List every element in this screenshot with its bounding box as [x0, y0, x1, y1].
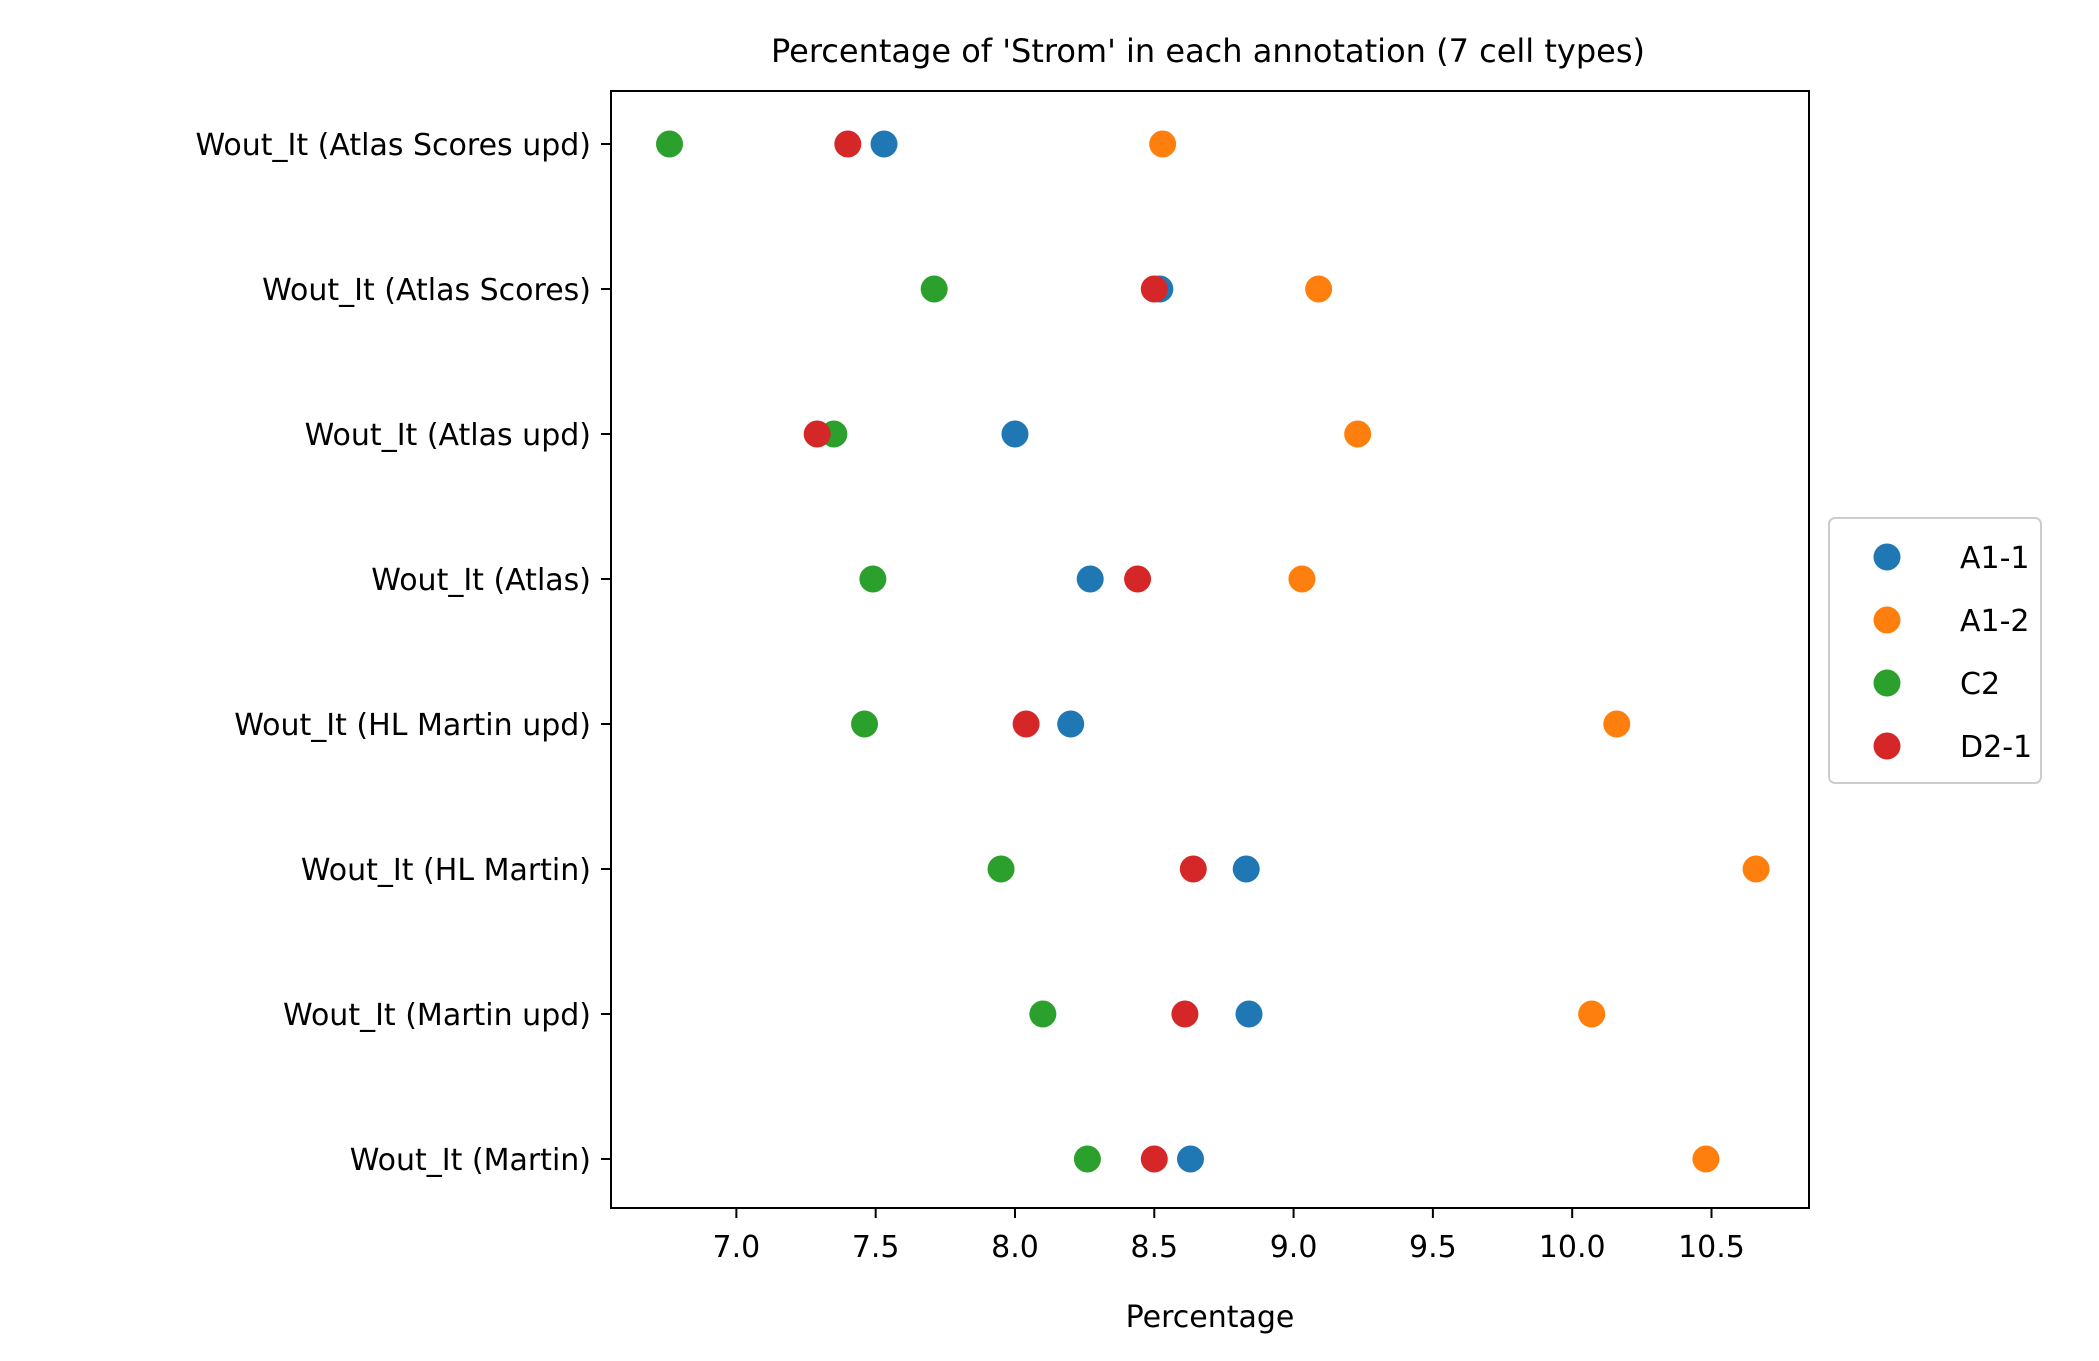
y-tick-label: Wout_It (HL Martin upd)	[234, 708, 591, 743]
data-point	[803, 420, 831, 448]
data-point	[1288, 565, 1316, 593]
data-point	[851, 710, 879, 738]
y-axis: Wout_It (Atlas Scores upd) Wout_It (Atlas…	[195, 128, 611, 1178]
data-point	[1232, 855, 1260, 883]
data-point	[1029, 1000, 1057, 1028]
data-point	[834, 130, 862, 158]
y-tick-label: Wout_It (Atlas Scores)	[262, 273, 591, 308]
data-point	[1344, 420, 1372, 448]
data-point	[1692, 1145, 1720, 1173]
legend-marker	[1873, 543, 1901, 571]
data-point	[1140, 1145, 1168, 1173]
plot-frame	[610, 90, 1810, 1209]
chart-title: Percentage of 'Strom' in each annotation…	[771, 32, 1645, 70]
data-point	[1742, 855, 1770, 883]
x-tick-label: 10.0	[1539, 1230, 1606, 1265]
y-tick-label: Wout_It (Atlas Scores upd)	[195, 128, 591, 163]
x-tick-label: 7.0	[713, 1230, 761, 1265]
x-axis: 7.0 7.5 8.0 8.5 9.0 9.5 10.0 10.5	[713, 1208, 1745, 1265]
legend-label: D2-1	[1960, 730, 2032, 765]
data-point	[1603, 710, 1631, 738]
data-point	[1179, 855, 1207, 883]
data-point	[1578, 1000, 1606, 1028]
legend: A1-1 A1-2 C2 D2-1	[1828, 517, 2042, 784]
data-point	[1057, 710, 1085, 738]
data-point	[1124, 565, 1152, 593]
y-tick-label: Wout_It (Atlas)	[371, 563, 591, 598]
data-point	[1076, 565, 1104, 593]
data-point	[1001, 420, 1029, 448]
y-tick-label: Wout_It (Atlas upd)	[305, 418, 591, 453]
x-tick-label: 8.0	[991, 1230, 1039, 1265]
data-points	[656, 130, 1770, 1173]
data-point	[1305, 275, 1333, 303]
legend-marker	[1873, 606, 1901, 634]
data-point	[1149, 130, 1177, 158]
legend-label: A1-2	[1960, 604, 2030, 639]
x-tick-label: 9.5	[1409, 1230, 1457, 1265]
legend-box	[1828, 517, 2042, 784]
data-point	[1140, 275, 1168, 303]
x-tick-label: 8.5	[1130, 1230, 1178, 1265]
data-point	[1073, 1145, 1101, 1173]
data-point	[1012, 710, 1040, 738]
data-point	[870, 130, 898, 158]
legend-marker	[1873, 732, 1901, 760]
y-tick-label: Wout_It (Martin)	[350, 1143, 591, 1178]
legend-label: C2	[1960, 667, 2000, 702]
data-point	[920, 275, 948, 303]
x-tick-label: 7.5	[852, 1230, 900, 1265]
data-point	[1171, 1000, 1199, 1028]
x-tick-label: 9.0	[1270, 1230, 1318, 1265]
data-point	[656, 130, 684, 158]
y-tick-label: Wout_It (HL Martin)	[301, 853, 591, 888]
legend-label: A1-1	[1960, 541, 2030, 576]
x-axis-label: Percentage	[1126, 1300, 1295, 1335]
data-point	[1176, 1145, 1204, 1173]
legend-marker	[1873, 669, 1901, 697]
data-point	[1235, 1000, 1263, 1028]
data-point	[859, 565, 887, 593]
data-point	[987, 855, 1015, 883]
x-tick-label: 10.5	[1678, 1230, 1745, 1265]
y-tick-label: Wout_It (Martin upd)	[283, 998, 591, 1033]
